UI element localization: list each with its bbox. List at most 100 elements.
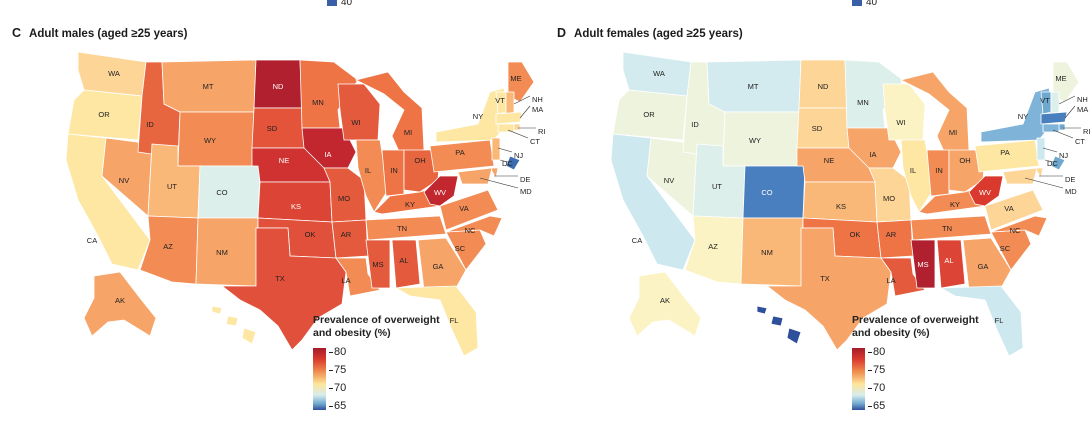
leader-line-md	[479, 177, 519, 189]
panel-title-text: Adult females (aged ≥25 years)	[574, 28, 743, 40]
state-label-de: DE	[520, 175, 530, 184]
state-label-wv: WV	[434, 188, 446, 197]
state-va	[439, 189, 499, 231]
state-label-wv: WV	[979, 188, 991, 197]
state-label-nj: NJ	[1059, 151, 1068, 160]
state-label-tx: TX	[275, 274, 285, 283]
state-label-in: IN	[935, 166, 943, 175]
state-pa	[974, 139, 1040, 173]
state-dc	[505, 155, 521, 171]
state-tn	[365, 215, 447, 241]
legend-title-line1: Prevalence of overweight	[852, 314, 979, 326]
leader-line-dc	[499, 159, 509, 163]
state-label-nh: NH	[532, 95, 543, 104]
state-ct	[497, 123, 515, 133]
state-nh	[505, 91, 515, 115]
state-sd	[796, 107, 850, 149]
state-label-ar: AR	[886, 230, 897, 239]
state-label-al: AL	[944, 256, 953, 265]
state-label-nm: NM	[761, 248, 773, 257]
state-label-nd: ND	[818, 82, 829, 91]
state-nh	[1050, 91, 1060, 115]
state-ar	[331, 219, 369, 259]
state-label-ri: RI	[538, 127, 545, 136]
state-label-mi: MI	[949, 128, 957, 137]
state-ms	[910, 239, 936, 289]
state-hi	[756, 305, 802, 345]
state-label-wi: WI	[896, 118, 905, 127]
state-label-il: IL	[365, 166, 371, 175]
state-de	[1034, 167, 1044, 180]
state-label-ky: KY	[950, 200, 960, 209]
legend-tick: 75	[867, 364, 886, 376]
state-label-or: OR	[98, 110, 110, 119]
panel-title-text: Adult males (aged ≥25 years)	[29, 28, 188, 40]
state-nc	[990, 215, 1048, 237]
panel-title: D Adult females (aged ≥25 years)	[557, 26, 743, 40]
state-label-mo: MO	[883, 194, 895, 203]
state-label-ri: RI	[1083, 127, 1090, 136]
state-ak	[628, 271, 702, 337]
state-label-mn: MN	[857, 98, 869, 107]
leader-line-dc	[1044, 159, 1054, 163]
legend-tick: 75	[328, 364, 347, 376]
state-or	[67, 89, 143, 141]
panel-letter: D	[557, 26, 567, 40]
state-nj	[1036, 137, 1046, 161]
state-label-ok: OK	[305, 230, 316, 239]
state-label-ny: NY	[473, 112, 483, 121]
state-label-az: AZ	[708, 242, 718, 251]
state-label-vt: VT	[495, 96, 505, 105]
leader-line-nh	[513, 95, 531, 105]
leader-line-ma	[519, 105, 531, 119]
state-label-vt: VT	[1040, 96, 1050, 105]
state-label-ar: AR	[341, 230, 352, 239]
state-label-nv: NV	[119, 176, 129, 185]
legend-tick: 65	[867, 400, 886, 412]
choropleth-map: WA OR CA NV ID MT WY UT CO AZ NM ND SD NE KS OK TX MN IA MO…	[65, 51, 545, 357]
state-label-ak: AK	[115, 296, 125, 305]
state-label-id: ID	[691, 120, 699, 129]
choropleth-map: WA OR CA NV ID MT WY UT CO AZ NM ND SD NE KS OK TX MN IA MO…	[610, 51, 1090, 357]
state-dc	[1050, 155, 1066, 171]
state-label-nh: NH	[1077, 95, 1088, 104]
leader-line-md	[1024, 177, 1064, 189]
leader-line-nj	[1042, 147, 1058, 153]
state-label-nj: NJ	[514, 151, 523, 160]
legend-fragment-swatch	[327, 0, 337, 6]
state-label-ut: UT	[167, 182, 177, 191]
state-label-nc: NC	[1010, 226, 1021, 235]
state-label-oh: OH	[959, 156, 970, 165]
state-label-ca: CA	[632, 236, 642, 245]
legend-tick: 80	[328, 346, 347, 358]
state-label-dc: DC	[502, 159, 513, 168]
state-label-in: IN	[390, 166, 398, 175]
legend-title: Prevalence of overweight and obesity (%)	[852, 314, 979, 340]
state-label-wi: WI	[351, 118, 360, 127]
state-label-md: MD	[520, 187, 532, 196]
state-label-pa: PA	[1000, 148, 1009, 157]
panel-adult-males: C Adult males (aged ≥25 years) WA OR CA NV ID…	[12, 26, 545, 412]
state-nj	[491, 137, 501, 161]
leader-line-ma	[1064, 105, 1076, 119]
state-me	[507, 61, 535, 103]
legend-tick: 65	[328, 400, 347, 412]
state-label-nm: NM	[216, 248, 228, 257]
state-label-sd: SD	[812, 124, 823, 133]
legend-fragment-swatch	[852, 0, 862, 6]
state-label-wa: WA	[653, 69, 665, 78]
state-de	[489, 167, 499, 180]
state-label-ga: GA	[433, 262, 444, 271]
state-nc	[445, 215, 503, 237]
state-label-sc: SC	[1000, 244, 1011, 253]
state-label-ia: IA	[324, 150, 331, 159]
state-la	[335, 257, 381, 297]
state-ga	[962, 237, 1012, 291]
state-co	[742, 165, 806, 219]
state-tn	[910, 215, 992, 241]
state-label-de: DE	[1065, 175, 1075, 184]
panel-adult-females: D Adult females (aged ≥25 years) WA OR CA NV…	[545, 0, 1090, 432]
state-label-oh: OH	[414, 156, 425, 165]
state-label-la: LA	[886, 276, 895, 285]
state-ct	[1042, 123, 1060, 133]
